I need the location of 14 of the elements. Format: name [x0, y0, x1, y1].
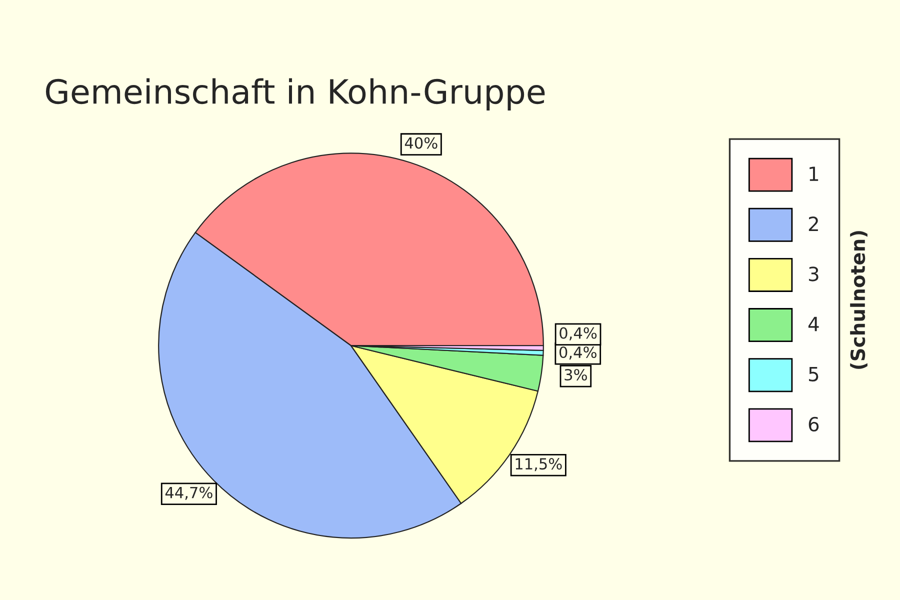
data-label: 3% [564, 368, 587, 381]
legend-title: (Schulnoten) [850, 231, 868, 369]
data-label: 0,4% [560, 327, 597, 340]
data-label: 44,7% [165, 486, 212, 500]
data-label: 0,4% [559, 346, 596, 360]
chart-title: Gemeinschaft in Kohn-Gruppe [46, 78, 545, 111]
legend-label: 1 [810, 166, 818, 181]
legend-label: 3 [808, 266, 818, 282]
legend-label: 4 [808, 316, 819, 332]
legend-label: 2 [808, 216, 818, 231]
data-label: 11,5% [516, 458, 562, 472]
data-label: 40% [404, 137, 438, 149]
legend-label: 6 [808, 416, 819, 432]
legend-label: 5 [809, 367, 818, 382]
